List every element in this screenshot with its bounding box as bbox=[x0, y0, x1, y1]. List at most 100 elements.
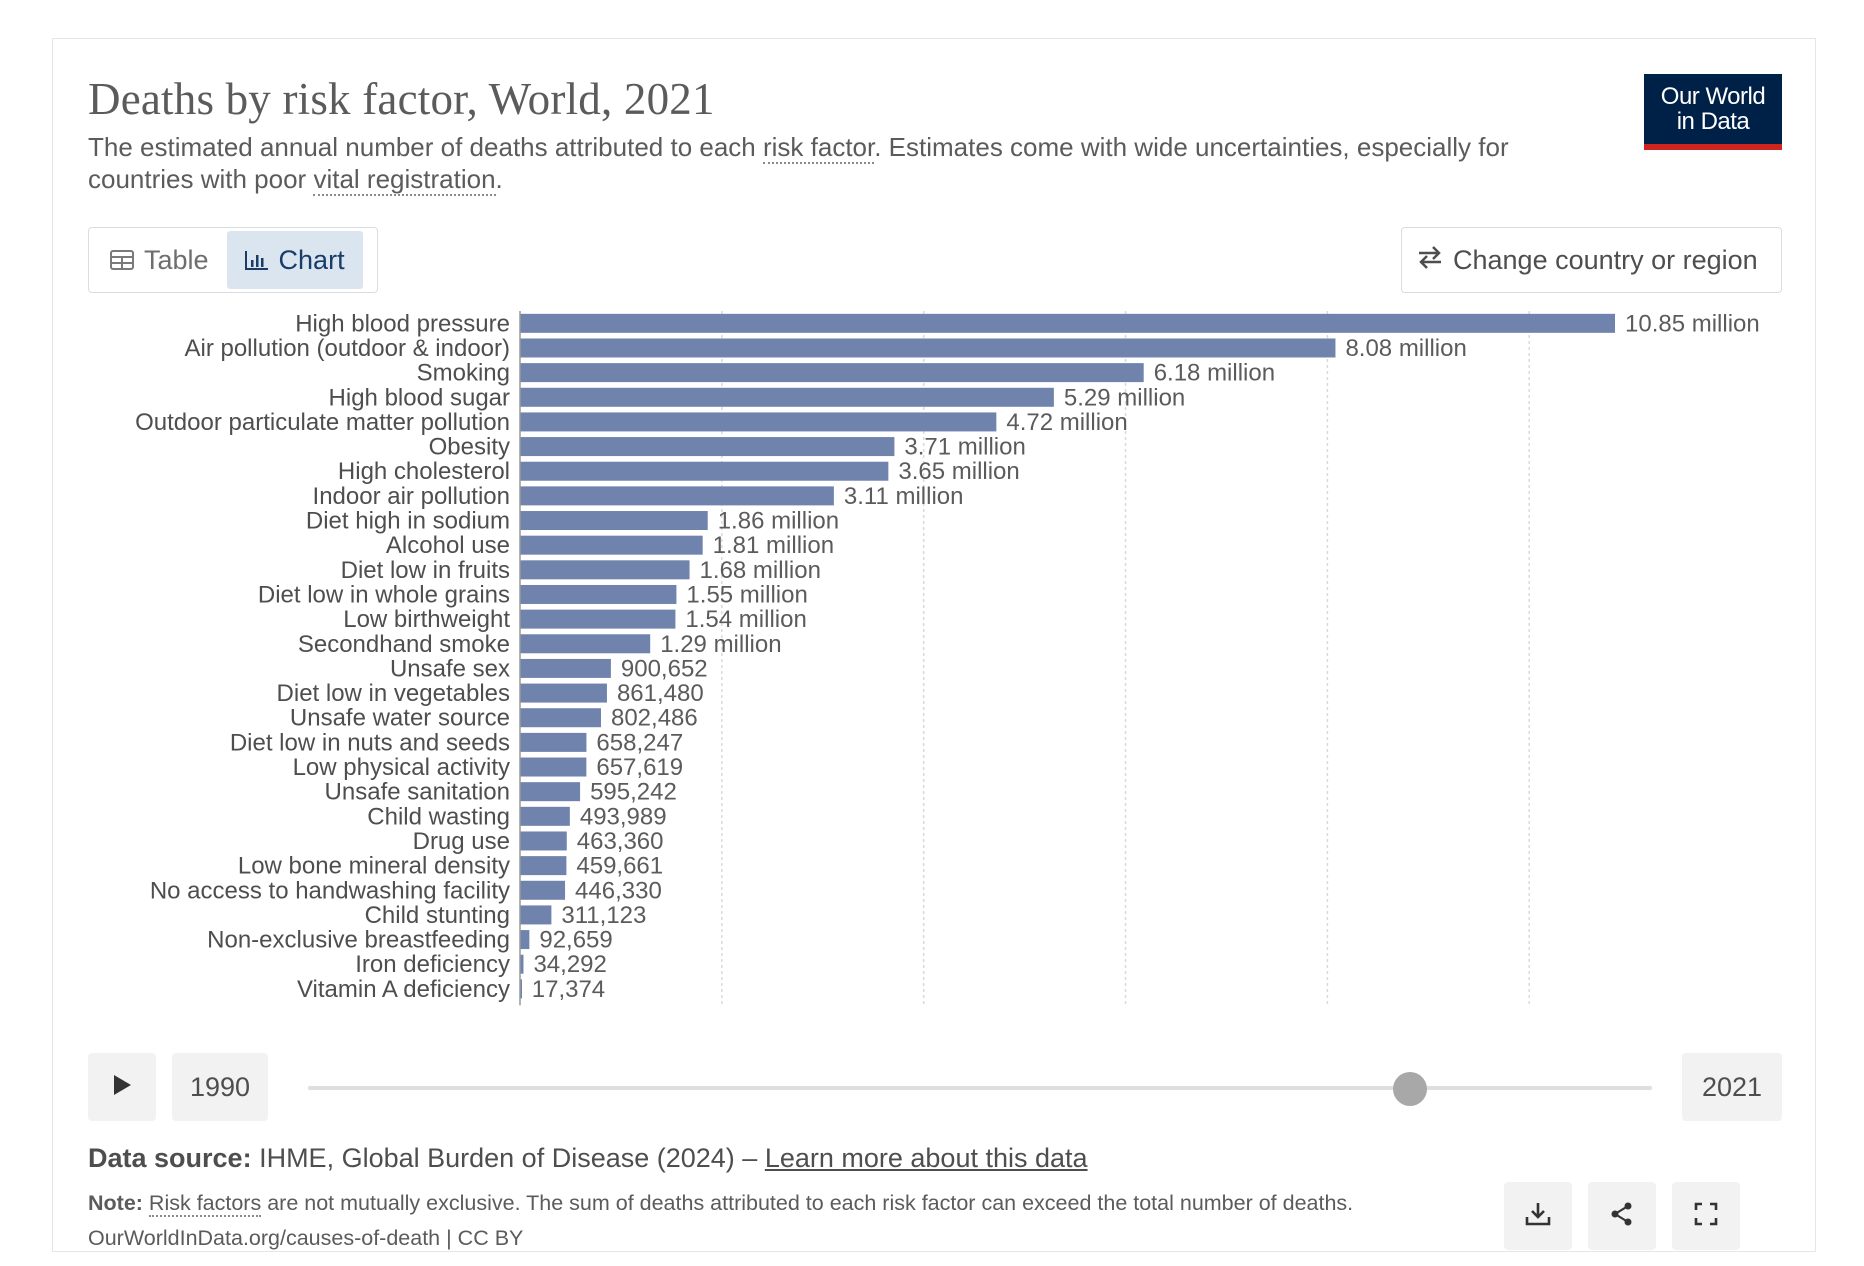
category-label: Alcohol use bbox=[386, 532, 510, 559]
bar[interactable] bbox=[520, 584, 677, 604]
bar[interactable] bbox=[520, 979, 522, 999]
value-label: 4.72 million bbox=[1006, 409, 1127, 436]
category-label: Child wasting bbox=[367, 803, 510, 830]
value-label: 5.29 million bbox=[1064, 384, 1185, 411]
bar[interactable] bbox=[520, 486, 834, 506]
value-label: 1.68 million bbox=[700, 557, 821, 584]
category-label: Diet low in fruits bbox=[341, 557, 510, 584]
play-icon bbox=[112, 1074, 132, 1101]
category-label: Air pollution (outdoor & indoor) bbox=[184, 335, 510, 362]
subtitle-text: . bbox=[495, 164, 503, 194]
change-country-label: Change country or region bbox=[1453, 244, 1758, 275]
bar[interactable] bbox=[520, 338, 1336, 358]
bar[interactable] bbox=[520, 905, 552, 925]
value-label: 1.55 million bbox=[686, 581, 807, 608]
bar[interactable] bbox=[520, 954, 524, 974]
bar[interactable] bbox=[520, 856, 567, 876]
timeline: 1990 2021 bbox=[88, 1053, 1782, 1123]
value-label: 8.08 million bbox=[1345, 335, 1466, 362]
bar[interactable] bbox=[520, 806, 570, 826]
category-label: Low birthweight bbox=[343, 606, 510, 633]
bar[interactable] bbox=[520, 363, 1144, 383]
bar[interactable] bbox=[520, 782, 581, 802]
category-label: Indoor air pollution bbox=[313, 483, 510, 510]
logo-line-1: Our World bbox=[1660, 83, 1766, 110]
subtitle-text: The estimated annual number of deaths at… bbox=[88, 132, 763, 162]
bar[interactable] bbox=[520, 609, 676, 629]
value-label: 34,292 bbox=[533, 951, 606, 978]
category-label: Diet low in vegetables bbox=[277, 680, 510, 707]
category-label: Drug use bbox=[413, 828, 510, 855]
play-button[interactable] bbox=[88, 1053, 156, 1121]
data-source: Data source: IHME, Global Burden of Dise… bbox=[88, 1143, 1088, 1174]
source-text: IHME, Global Burden of Disease (2024) – bbox=[251, 1143, 765, 1173]
value-label: 1.86 million bbox=[718, 508, 839, 535]
start-year[interactable]: 1990 bbox=[172, 1053, 268, 1121]
bar[interactable] bbox=[520, 634, 651, 654]
value-label: 10.85 million bbox=[1625, 310, 1760, 337]
value-label: 92,659 bbox=[539, 927, 612, 954]
category-label: Low bone mineral density bbox=[238, 853, 510, 880]
tab-table[interactable]: Table bbox=[92, 231, 227, 289]
category-label: Outdoor particulate matter pollution bbox=[135, 409, 510, 436]
chart-title: Deaths by risk factor, World, 2021 bbox=[88, 74, 715, 124]
value-label: 1.54 million bbox=[685, 606, 806, 633]
category-label: Child stunting bbox=[365, 902, 510, 929]
bar[interactable] bbox=[520, 732, 587, 752]
bar[interactable] bbox=[520, 757, 587, 777]
category-label: High blood pressure bbox=[295, 310, 510, 337]
fullscreen-icon bbox=[1694, 1202, 1718, 1231]
bar[interactable] bbox=[520, 313, 1615, 333]
tab-chart-label: Chart bbox=[278, 244, 345, 275]
bar[interactable] bbox=[520, 535, 703, 555]
value-label: 493,989 bbox=[580, 803, 667, 830]
source-url[interactable]: OurWorldInData.org/causes-of-death | CC … bbox=[88, 1226, 524, 1250]
bar[interactable] bbox=[520, 708, 601, 728]
category-label: High cholesterol bbox=[338, 458, 510, 485]
bar[interactable] bbox=[520, 658, 611, 678]
learn-more-link[interactable]: Learn more about this data bbox=[764, 1143, 1088, 1173]
category-label: Low physical activity bbox=[293, 754, 510, 781]
bar[interactable] bbox=[520, 560, 690, 580]
owid-logo[interactable]: Our World in Data bbox=[1644, 74, 1782, 150]
source-label: Data source: bbox=[88, 1143, 252, 1173]
bar[interactable] bbox=[520, 461, 889, 481]
bar[interactable] bbox=[520, 683, 607, 703]
bar[interactable] bbox=[520, 831, 567, 851]
bar[interactable] bbox=[520, 880, 566, 900]
bar[interactable] bbox=[520, 511, 708, 531]
category-label: Diet low in nuts and seeds bbox=[230, 729, 510, 756]
timeline-handle[interactable] bbox=[1393, 1072, 1427, 1106]
value-label: 900,652 bbox=[621, 655, 708, 682]
chart-subtitle: The estimated annual number of deaths at… bbox=[88, 131, 1588, 196]
share-icon bbox=[1609, 1201, 1635, 1232]
bar[interactable] bbox=[520, 412, 997, 432]
value-label: 3.65 million bbox=[898, 458, 1019, 485]
category-label: Obesity bbox=[429, 434, 510, 461]
download-button[interactable] bbox=[1504, 1182, 1572, 1250]
tab-chart[interactable]: Chart bbox=[226, 231, 363, 289]
change-country-button[interactable]: Change country or region bbox=[1401, 227, 1782, 293]
value-label: 802,486 bbox=[611, 705, 698, 732]
risk-factor-link[interactable]: risk factor bbox=[762, 132, 875, 164]
timeline-track[interactable] bbox=[308, 1086, 1652, 1090]
category-label: Smoking bbox=[417, 360, 510, 387]
bar[interactable] bbox=[520, 437, 895, 457]
value-label: 658,247 bbox=[596, 729, 683, 756]
download-icon bbox=[1525, 1201, 1551, 1232]
risk-factors-link[interactable]: Risk factors bbox=[148, 1191, 262, 1217]
vital-registration-link[interactable]: vital registration bbox=[313, 164, 496, 196]
value-label: 17,374 bbox=[532, 976, 605, 1003]
category-label: Non-exclusive breastfeeding bbox=[207, 927, 510, 954]
category-label: Diet low in whole grains bbox=[258, 581, 510, 608]
fullscreen-button[interactable] bbox=[1672, 1182, 1740, 1250]
share-button[interactable] bbox=[1588, 1182, 1656, 1250]
tab-table-label: Table bbox=[144, 244, 209, 275]
category-label: Diet high in sodium bbox=[306, 508, 510, 535]
subtitle-text: . Estimates come with wide uncertainties… bbox=[88, 132, 1509, 194]
bar[interactable] bbox=[520, 930, 530, 950]
bar[interactable] bbox=[520, 387, 1054, 407]
value-label: 657,619 bbox=[596, 754, 683, 781]
category-label: Unsafe water source bbox=[290, 705, 510, 732]
end-year[interactable]: 2021 bbox=[1682, 1053, 1782, 1121]
